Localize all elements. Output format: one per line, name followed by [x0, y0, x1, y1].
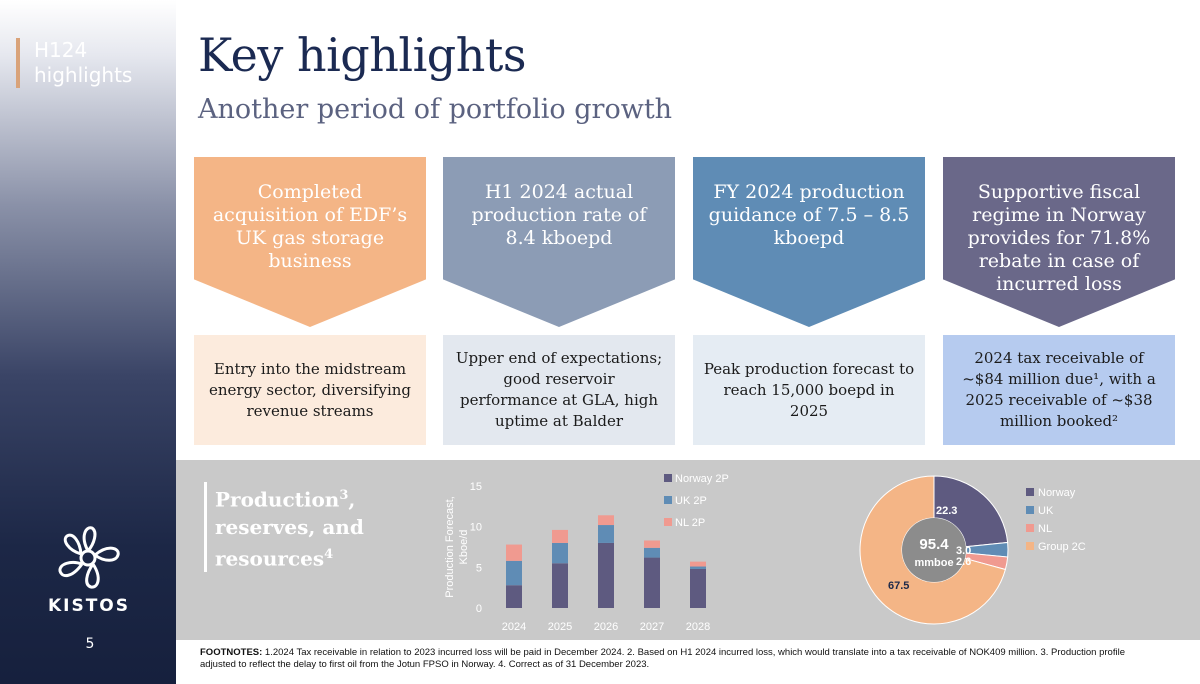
y-tick-label: 0 [476, 603, 482, 615]
bar-segment [690, 566, 706, 569]
band-title-comma: , [348, 487, 356, 512]
production-band: Production3, reserves, and resources4 Pr… [176, 460, 1200, 640]
bar-segment [690, 568, 706, 608]
reserves-donut-chart: 95.4 mmboe 22.3 3.02.6 67.5 Norway UK NL Group 2… [859, 475, 1086, 625]
bar-segment [644, 547, 660, 558]
x-tick-label: 2024 [502, 621, 526, 633]
donut-data-label: 22.3 [936, 505, 957, 517]
legend-swatch [1026, 524, 1034, 532]
production-forecast-chart: Production Forecast, Kboe/d 0 5 10 15 2024 2025… [444, 473, 729, 633]
page-number: 5 [85, 636, 95, 652]
card-body: Peak production forecast to reach 15,000… [693, 335, 925, 445]
card-body: Upper end of expectations; good reservoi… [443, 335, 675, 445]
highlight-card-acquisition: Completed acquisition of EDF’s UK gas st… [194, 157, 426, 445]
donut-center-value: 95.4 [919, 536, 949, 553]
donut-data-label: 3.0 [956, 545, 971, 557]
donut-center-unit: mmboe [914, 557, 953, 569]
x-tick-label: 2025 [548, 621, 572, 633]
legend-label: Norway 2P [675, 473, 729, 485]
card-header-shape: Supportive fiscal regime in Norway provi… [943, 157, 1175, 327]
highlight-card-production-rate: H1 2024 actual production rate of 8.4 kb… [443, 157, 675, 445]
card-heading: Supportive fiscal regime in Norway provi… [967, 181, 1151, 295]
legend-label: UK [1038, 505, 1054, 517]
legend-label: NL [1038, 523, 1052, 535]
donut-data-label: 2.6 [956, 556, 971, 568]
highlight-card-fiscal-regime: Supportive fiscal regime in Norway provi… [943, 157, 1175, 445]
card-heading: H1 2024 actual production rate of 8.4 kb… [471, 181, 647, 249]
card-body: Entry into the midstream energy sector, … [194, 335, 426, 445]
section-label-line1: H124 [34, 38, 88, 62]
footnote-marker: 3 [339, 488, 349, 503]
y-tick-label: 10 [470, 522, 482, 534]
x-tick-label: 2027 [640, 621, 664, 633]
legend-swatch [1026, 542, 1034, 550]
x-tick-label: 2026 [594, 621, 618, 633]
legend-swatch [664, 474, 672, 482]
footnotes: FOOTNOTES: 1.2024 Tax receivable in rela… [200, 647, 1160, 671]
legend-swatch [1026, 506, 1034, 514]
donut-center [902, 518, 966, 582]
card-heading: Completed acquisition of EDF’s UK gas st… [212, 181, 408, 272]
bar-segment [552, 542, 568, 564]
page-subtitle: Another period of portfolio growth [198, 94, 673, 125]
legend-label: Group 2C [1038, 541, 1086, 553]
section-label-line2: highlights [34, 63, 133, 87]
card-body: 2024 tax receivable of ~$84 million due¹… [943, 335, 1175, 445]
y-tick-label: 5 [476, 562, 482, 574]
bar-segment [506, 585, 522, 608]
page-title: Key highlights [198, 28, 526, 82]
bar-segment [644, 540, 660, 548]
footnote-marker: 4 [324, 546, 334, 562]
section-label: H124 highlights [16, 38, 132, 88]
card-header-shape: H1 2024 actual production rate of 8.4 kb… [443, 157, 675, 327]
y-axis-label-line: Production Forecast, [444, 496, 456, 598]
card-header-shape: Completed acquisition of EDF’s UK gas st… [194, 157, 426, 327]
band-title-line2: reserves, and [215, 514, 364, 539]
logo-wordmark: KISTOS [47, 596, 131, 616]
sidebar: H124 highlights KISTOS 5 [0, 0, 176, 684]
bar-segment [506, 560, 522, 586]
footnotes-text: 1.2024 Tax receivable in relation to 202… [200, 647, 1125, 670]
y-axis-label-line: Kboe/d [458, 530, 470, 565]
bar-segment [506, 544, 522, 561]
bar-segment [644, 557, 660, 608]
bar-segment [598, 515, 614, 526]
card-header-shape: FY 2024 production guidance of 7.5 – 8.5… [693, 157, 925, 327]
legend-label: Norway [1038, 487, 1076, 499]
legend-label: UK 2P [675, 495, 707, 507]
band-title: Production3, reserves, and resources4 [204, 482, 364, 573]
legend-swatch [664, 518, 672, 526]
band-title-line1: Production [215, 487, 340, 512]
x-tick-label: 2028 [686, 621, 710, 633]
band-title-line3: resources [215, 546, 325, 571]
legend-swatch [1026, 488, 1034, 496]
bar-segment [690, 561, 706, 567]
y-axis-label: Production Forecast, Kboe/d [444, 496, 470, 598]
legend-label: NL 2P [675, 517, 705, 529]
donut-data-label: 67.5 [888, 580, 909, 592]
card-heading: FY 2024 production guidance of 7.5 – 8.5… [708, 181, 910, 249]
footnotes-lead: FOOTNOTES: [200, 647, 263, 658]
bar-segment [598, 542, 614, 608]
highlight-card-guidance: FY 2024 production guidance of 7.5 – 8.5… [693, 157, 925, 445]
bar-segment [552, 529, 568, 543]
bar-segment [552, 563, 568, 608]
y-tick-label: 15 [470, 481, 482, 493]
bar-segment [598, 525, 614, 543]
kistos-logo-icon [58, 526, 120, 589]
legend-swatch [664, 496, 672, 504]
